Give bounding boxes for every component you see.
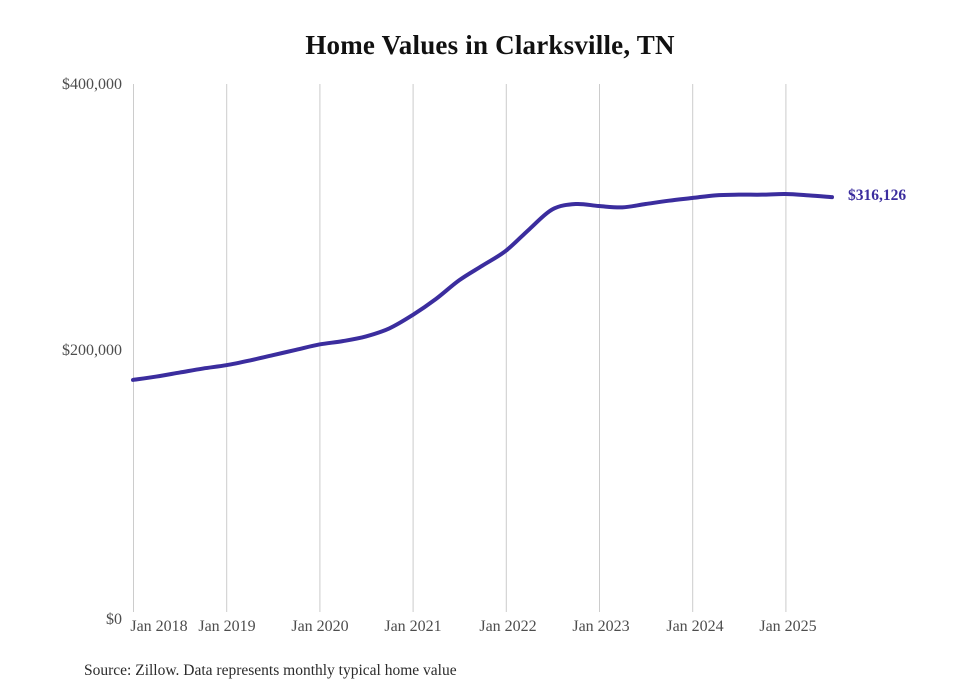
y-axis-ticks: $400,000 $200,000 $0 [0,0,122,699]
source-note: Source: Zillow. Data represents monthly … [84,662,457,679]
x-axis-tick-label: Jan 2018 [130,618,188,635]
x-axis-tick-label: Jan 2024 [666,618,724,635]
end-value-label: $316,126 [848,187,907,205]
y-axis-tick-label: $400,000 [62,76,122,93]
home-value-line [131,191,834,382]
page-title: Home Values in Clarksville, TN [305,30,675,60]
x-axis-tick-label: Jan 2020 [291,618,349,635]
y-axis-tick-label: $0 [106,611,122,628]
x-axis-tick-label: Jan 2019 [198,618,256,635]
x-axis-tick-label: Jan 2021 [384,618,442,635]
gridlines-group [133,84,787,612]
y-axis-tick-label: $200,000 [62,342,122,359]
x-axis-tick-label: Jan 2022 [479,618,537,635]
x-axis-tick-label: Jan 2025 [759,618,817,635]
x-axis-tick-label: Jan 2023 [572,618,630,635]
